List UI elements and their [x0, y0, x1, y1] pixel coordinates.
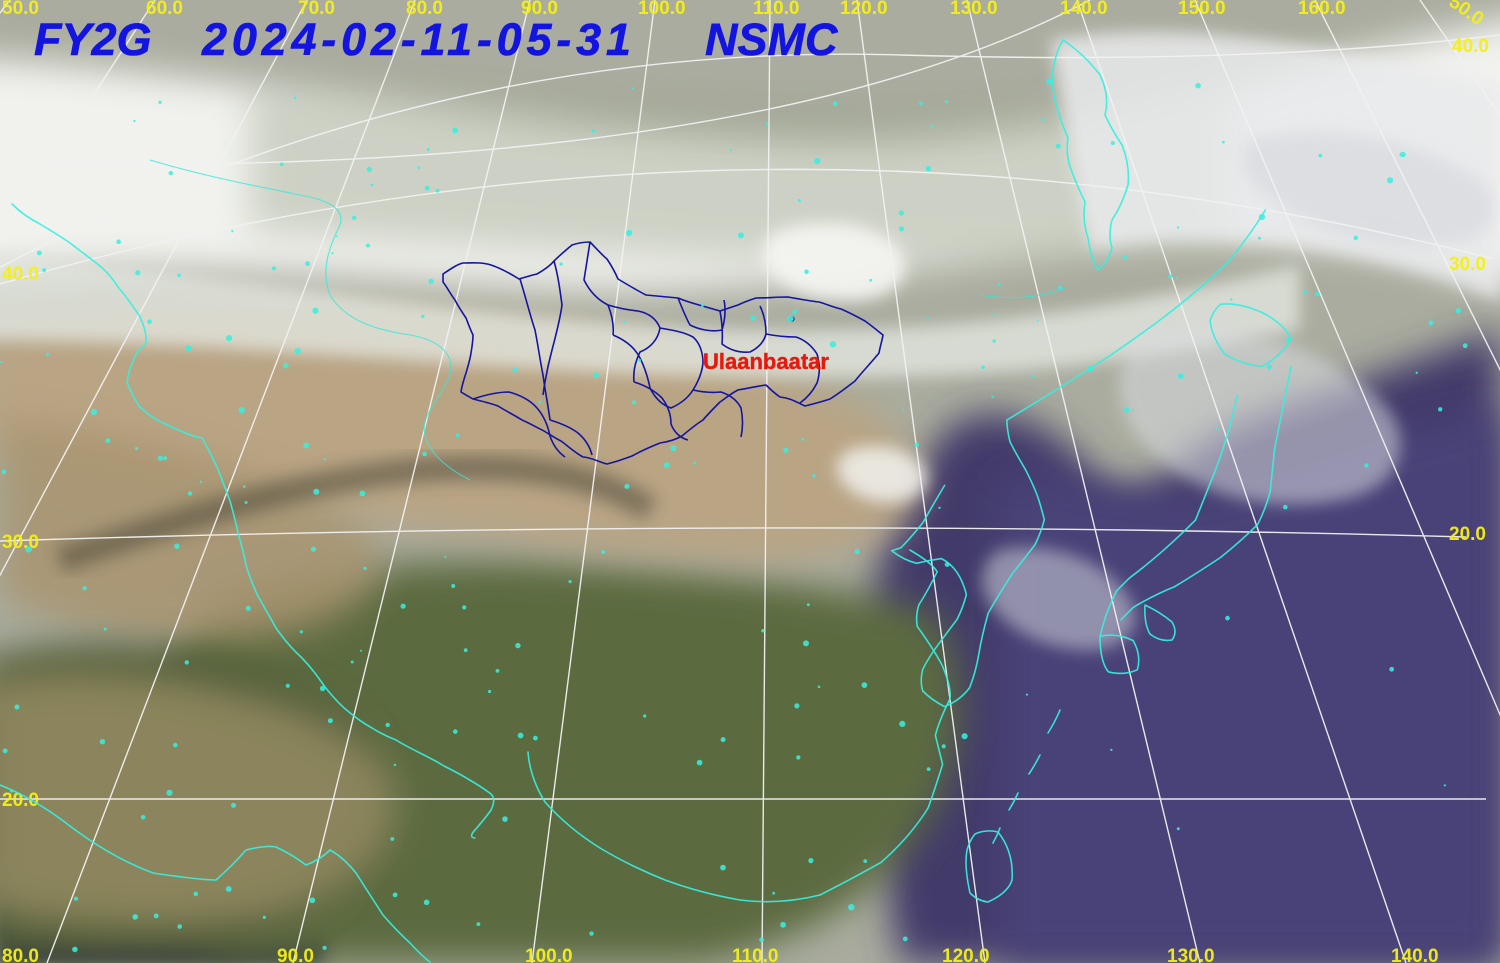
- svg-text:160.0: 160.0: [1298, 0, 1346, 19]
- svg-text:Ulaanbaatar: Ulaanbaatar: [703, 349, 829, 374]
- svg-text:FY2G: FY2G: [34, 14, 152, 65]
- svg-text:30.0: 30.0: [1449, 254, 1486, 275]
- svg-text:140.0: 140.0: [1060, 0, 1108, 19]
- svg-text:2024-02-11-05-31: 2024-02-11-05-31: [201, 14, 636, 65]
- svg-text:40.0: 40.0: [2, 264, 39, 285]
- svg-text:140.0: 140.0: [1391, 946, 1439, 963]
- svg-text:150.0: 150.0: [1178, 0, 1226, 19]
- svg-text:90.0: 90.0: [277, 946, 314, 963]
- svg-text:130.0: 130.0: [950, 0, 998, 19]
- svg-text:100.0: 100.0: [638, 0, 686, 19]
- svg-text:110.0: 110.0: [732, 946, 779, 963]
- svg-text:40.0: 40.0: [1452, 36, 1489, 57]
- svg-text:30.0: 30.0: [2, 532, 39, 553]
- svg-text:120.0: 120.0: [942, 946, 990, 963]
- svg-text:60.0: 60.0: [146, 0, 183, 19]
- svg-text:NSMC: NSMC: [705, 14, 839, 65]
- svg-text:20.0: 20.0: [1449, 524, 1486, 545]
- svg-text:80.0: 80.0: [2, 946, 39, 963]
- svg-text:130.0: 130.0: [1167, 946, 1215, 963]
- svg-text:100.0: 100.0: [525, 946, 573, 963]
- svg-text:120.0: 120.0: [840, 0, 888, 19]
